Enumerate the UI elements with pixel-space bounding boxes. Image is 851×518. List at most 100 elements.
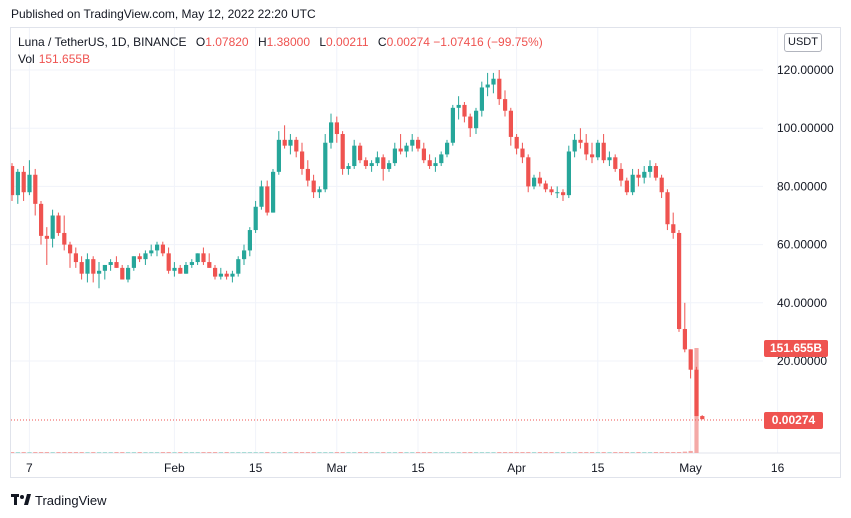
candle-body [282, 139, 287, 146]
candle-body [288, 139, 293, 146]
volume-bar [33, 452, 38, 453]
volume-bar [479, 452, 484, 453]
candle-body [410, 139, 415, 146]
volume-bar [566, 452, 571, 453]
y-tick-label: 120.00000 [777, 63, 834, 77]
candle-body [224, 273, 229, 277]
price-chart[interactable]: 120.00000 100.00000 80.00000 60.00000 40.000… [11, 28, 840, 477]
candle-body [253, 206, 258, 231]
candle-body [131, 256, 136, 268]
candle-body [566, 151, 571, 196]
volume-bar [282, 452, 287, 453]
volume-bar [416, 452, 421, 453]
candle-body [630, 174, 635, 193]
volume-bar [294, 452, 299, 453]
candle-body [433, 163, 438, 167]
tradingview-logo-icon [11, 494, 31, 505]
volume-bar [404, 452, 409, 453]
volume-bar [653, 452, 658, 453]
published-caption: Published on TradingView.com, May 12, 20… [11, 7, 316, 21]
volume-bar [503, 452, 508, 453]
footer-brand[interactable]: TradingView [11, 491, 107, 509]
volume-bar [636, 452, 641, 453]
legend-change: −1.07416 (−99.75%) [433, 35, 543, 49]
candle-body [27, 174, 32, 193]
candle-body [369, 163, 374, 167]
candle-body [688, 349, 693, 370]
candle-body [329, 122, 334, 143]
candle-body [149, 250, 154, 254]
candle-body [398, 148, 403, 152]
volume-bar [300, 452, 305, 453]
candle-body [636, 174, 641, 178]
volume-bar [207, 452, 212, 453]
candle-body [265, 186, 270, 213]
candle-body [387, 163, 392, 169]
candle-body [445, 142, 450, 155]
x-tick-label: 15 [411, 461, 425, 475]
volume-bar [172, 452, 177, 453]
volume-bar [607, 452, 612, 453]
volume-bar [561, 452, 566, 453]
volume-bar [271, 452, 276, 453]
volume-bar [450, 452, 455, 453]
candle-body [126, 267, 131, 280]
volume-bar [311, 452, 316, 453]
candle-body [50, 215, 55, 239]
candle-body [56, 215, 61, 233]
volume-bar [340, 452, 345, 453]
volume-bar [323, 452, 328, 453]
volume-bar [329, 452, 334, 453]
candle-body [694, 369, 699, 417]
candle-body [421, 148, 426, 161]
volume-bar [178, 452, 183, 453]
volume-bar [682, 451, 687, 453]
x-tick-label: Mar [326, 461, 347, 475]
volume-bar [126, 452, 131, 453]
volume-bar [421, 452, 426, 453]
volume-bar [613, 452, 618, 453]
currency-button[interactable]: USDT [784, 33, 822, 52]
volume-bar [433, 452, 438, 453]
candle-body [143, 253, 148, 260]
volume-bar [485, 452, 490, 453]
volume-bar [50, 452, 55, 453]
volume-bar [375, 452, 380, 453]
volume-bar [166, 452, 171, 453]
volume-bar [242, 452, 247, 453]
volume-bar [346, 452, 351, 453]
volume-bar [73, 452, 78, 453]
volume-bar [514, 452, 519, 453]
candle-body [537, 177, 542, 184]
legend-vol-key: Vol [18, 52, 35, 66]
chart-frame[interactable]: 120.00000 100.00000 80.00000 60.00000 40.000… [10, 27, 841, 478]
candle-body [189, 262, 194, 265]
candle-body [520, 148, 525, 158]
candle-body [44, 235, 49, 239]
candle-body [659, 177, 664, 193]
candle-body [178, 267, 183, 274]
candle-body [114, 262, 119, 268]
volume-bar [62, 452, 67, 453]
volume-bar [247, 452, 252, 453]
volume-bar [155, 452, 160, 453]
volume-price-tag: 151.655B [764, 340, 828, 357]
candle-body [247, 230, 252, 251]
x-tick-label: 15 [249, 461, 263, 475]
candle-body [137, 256, 142, 260]
candle-body [259, 186, 264, 207]
volume-bar [619, 452, 624, 453]
x-tick-label: May [679, 461, 702, 475]
candle-body [184, 264, 189, 274]
volume-bar [439, 452, 444, 453]
candle-body [236, 259, 241, 274]
volume-bar [688, 450, 693, 453]
volume-bar [334, 452, 339, 453]
candle-body [450, 107, 455, 143]
volume-bar [462, 452, 467, 453]
candle-body [485, 84, 490, 88]
candle-body [491, 78, 496, 85]
volume-bar [392, 452, 397, 453]
candle-body [578, 139, 583, 143]
volume-bar [27, 452, 32, 453]
